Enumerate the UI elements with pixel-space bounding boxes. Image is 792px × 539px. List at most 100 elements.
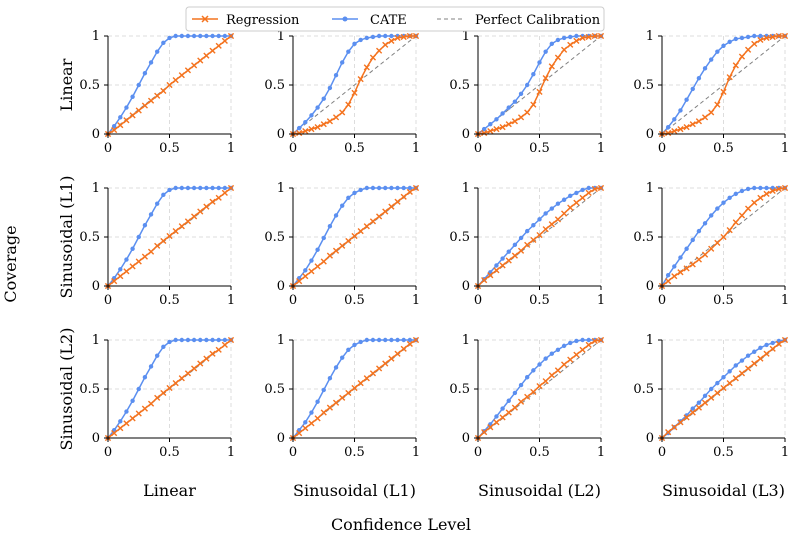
y-tick-label: 1 bbox=[646, 181, 654, 196]
y-tick-label: 1 bbox=[646, 333, 654, 348]
y-tick-label: 0.5 bbox=[633, 78, 654, 93]
y-tick-label: 0 bbox=[92, 431, 100, 446]
cate-point bbox=[574, 338, 579, 344]
y-tick-label: 0 bbox=[277, 279, 285, 294]
y-tick-label: 0 bbox=[462, 431, 470, 446]
regression-point bbox=[154, 394, 161, 401]
regression-point bbox=[554, 367, 562, 374]
regression-point bbox=[191, 62, 198, 69]
y-tick-label: 0 bbox=[646, 127, 654, 142]
cate-point bbox=[309, 113, 314, 118]
regression-point bbox=[554, 54, 562, 61]
cate-point bbox=[395, 337, 400, 343]
regression-point bbox=[369, 370, 377, 377]
cate-point bbox=[531, 368, 536, 373]
x-tick-label: 1 bbox=[597, 141, 605, 156]
y-tick-label: 0.5 bbox=[79, 230, 100, 245]
cate-point bbox=[222, 33, 228, 39]
regression-point bbox=[178, 72, 185, 79]
cate-point bbox=[518, 382, 524, 388]
panel-r2-c1: 00 0.5 0.5 1 1 bbox=[79, 181, 235, 308]
cate-point bbox=[315, 105, 320, 110]
regression-point bbox=[184, 218, 192, 225]
cate-point bbox=[506, 249, 511, 254]
legend-item-cate: CATE bbox=[332, 13, 407, 28]
regression-point bbox=[400, 345, 407, 352]
x-tick-label: 1 bbox=[412, 293, 420, 308]
cate-point bbox=[574, 33, 579, 39]
cate-point bbox=[210, 337, 215, 343]
regression-point bbox=[732, 219, 739, 226]
cate-point bbox=[383, 185, 388, 191]
perfect-calibration-line bbox=[477, 35, 602, 135]
cate-point bbox=[173, 33, 178, 39]
regression-point bbox=[129, 112, 136, 119]
regression-point bbox=[499, 262, 506, 269]
cate-point bbox=[191, 337, 197, 343]
cate-point bbox=[358, 339, 363, 345]
x-axis-title: Confidence Level bbox=[331, 515, 471, 534]
regression-point bbox=[147, 248, 155, 255]
regression-point bbox=[714, 389, 721, 397]
regression-point bbox=[209, 47, 216, 54]
cate-point bbox=[216, 33, 221, 39]
cate-point bbox=[555, 37, 561, 43]
cate-point bbox=[537, 217, 542, 222]
regression-point bbox=[567, 204, 574, 211]
x-tick-label: 1 bbox=[781, 293, 789, 308]
regression-point bbox=[376, 213, 383, 220]
regression-point bbox=[339, 242, 346, 249]
cate-point bbox=[702, 66, 708, 71]
column-label-linear: Linear bbox=[143, 481, 196, 500]
cate-point bbox=[518, 91, 524, 97]
cate-point bbox=[758, 33, 763, 39]
x-tick-label: 0 bbox=[289, 445, 297, 460]
regression-point bbox=[135, 258, 142, 265]
regression-point bbox=[141, 405, 148, 412]
cate-point bbox=[124, 105, 129, 110]
regression-point bbox=[481, 429, 488, 436]
cate-point bbox=[733, 36, 738, 42]
regression-point bbox=[695, 256, 702, 263]
x-tick-label: 0.5 bbox=[344, 445, 365, 460]
cate-point bbox=[506, 105, 511, 110]
regression-point bbox=[406, 340, 413, 348]
cate-point bbox=[376, 33, 382, 39]
regression-point bbox=[296, 430, 303, 437]
regression-point bbox=[320, 409, 327, 416]
regression-point bbox=[536, 88, 543, 95]
y-tick-label: 0.5 bbox=[264, 78, 285, 93]
y-tick-label: 0.5 bbox=[633, 382, 654, 397]
regression-point bbox=[579, 194, 586, 201]
regression-point bbox=[345, 389, 352, 397]
cate-point bbox=[758, 185, 763, 191]
cate-point bbox=[525, 228, 530, 234]
cate-point bbox=[727, 369, 732, 374]
regression-point bbox=[129, 263, 136, 270]
regression-point bbox=[708, 394, 715, 401]
regression-point bbox=[511, 252, 518, 259]
cate-point bbox=[543, 49, 548, 54]
cate-point bbox=[321, 96, 326, 101]
x-tick-label: 1 bbox=[227, 141, 235, 156]
regression-point bbox=[732, 62, 739, 69]
regression-point bbox=[388, 355, 395, 362]
regression-point bbox=[382, 360, 389, 367]
row-label-linear: Linear bbox=[57, 58, 76, 111]
x-tick-label: 0 bbox=[474, 141, 482, 156]
cate-point bbox=[130, 398, 135, 403]
regression-point bbox=[203, 203, 210, 210]
panel-r3-c1: 00 0.5 0.5 1 1 bbox=[79, 333, 235, 460]
y-tick-label: 1 bbox=[92, 333, 100, 348]
y-tick-label: 0.5 bbox=[79, 382, 100, 397]
cate-point bbox=[733, 363, 738, 368]
cate-point bbox=[118, 419, 123, 424]
regression-point bbox=[302, 273, 309, 280]
cate-point bbox=[352, 41, 357, 47]
regression-point bbox=[123, 117, 130, 124]
regression-point bbox=[302, 127, 309, 135]
regression-point bbox=[751, 40, 758, 47]
regression-point bbox=[542, 226, 549, 233]
cate-point bbox=[401, 337, 406, 343]
regression-point bbox=[332, 399, 340, 406]
